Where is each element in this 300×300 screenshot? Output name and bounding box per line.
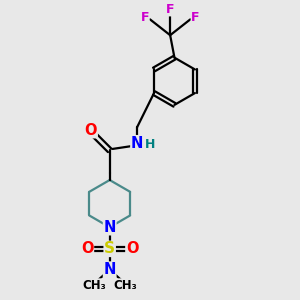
Text: F: F bbox=[191, 11, 200, 24]
Text: O: O bbox=[126, 241, 138, 256]
Text: N: N bbox=[131, 136, 143, 151]
Text: O: O bbox=[85, 123, 97, 138]
Text: S: S bbox=[104, 241, 115, 256]
Text: CH₃: CH₃ bbox=[114, 279, 137, 292]
Text: F: F bbox=[141, 11, 149, 24]
Text: O: O bbox=[81, 241, 94, 256]
Text: F: F bbox=[166, 3, 174, 16]
Text: N: N bbox=[103, 262, 116, 277]
Text: CH₃: CH₃ bbox=[82, 279, 106, 292]
Text: H: H bbox=[145, 138, 155, 151]
Text: N: N bbox=[103, 220, 116, 235]
